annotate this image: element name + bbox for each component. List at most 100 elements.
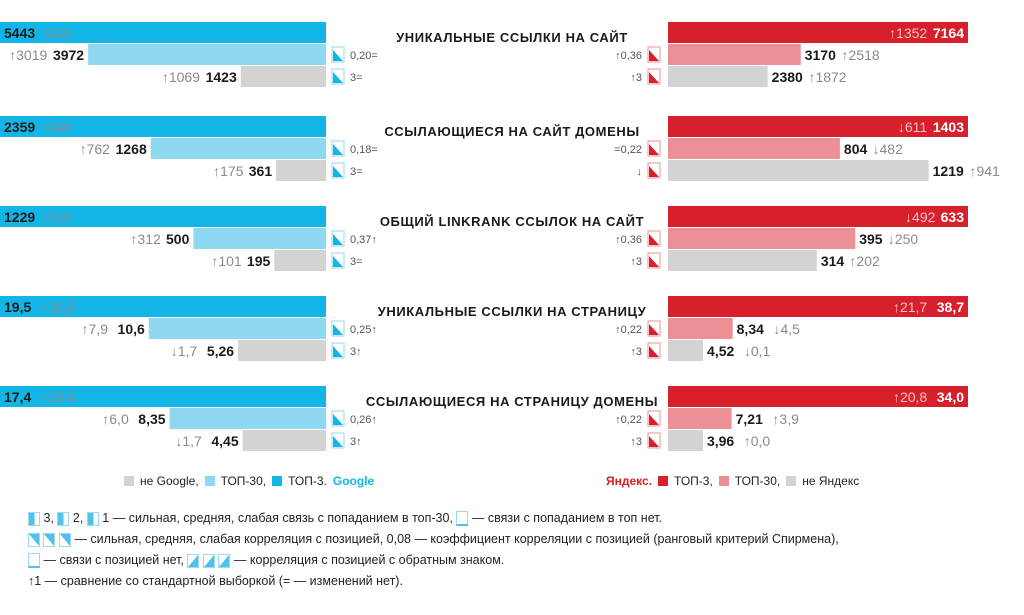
google-bar-2-0 [0, 206, 326, 227]
reverse-corr-icon-3 [218, 553, 231, 568]
google-bar-3-2 [238, 340, 326, 361]
yandex-delta-0-0: ↑1352 [889, 25, 927, 41]
yandex-bar-4-0 [668, 386, 968, 407]
medium-link-icon [57, 511, 70, 526]
yandex-corr-mark-3-1 [649, 324, 659, 335]
yandex-bar-0-2 [668, 66, 768, 87]
yandex-value-4-0: 34,0 [937, 389, 964, 405]
google-value-4-1: 8,35 [138, 411, 165, 427]
google-top3-swatch [272, 476, 283, 486]
yandex-bar-1-2 [668, 160, 929, 181]
yandex-bar-0-0 [668, 22, 968, 43]
google-corr-1-2: 3= [350, 166, 363, 178]
google-brand-label: Google [332, 474, 375, 488]
yandex-delta-2-0: ↓492 [905, 209, 936, 225]
yandex-bar-4-2 [668, 430, 703, 451]
yandex-corr-2-1: ↑0,36 [615, 234, 642, 246]
google-bar-1-1 [150, 138, 326, 159]
google-bar-0-0 [0, 22, 326, 43]
yandex-delta-2-2: ↑202 [849, 253, 880, 269]
legend-google-top3: ТОП-3. [288, 474, 327, 488]
google-value-1-2: 361 [249, 163, 273, 179]
yandex-delta-1-2: ↑941 [969, 163, 1000, 179]
yandex-delta-0-1: ↑2518 [842, 47, 880, 63]
strong-corr-icon [28, 532, 40, 547]
google-legend: не Google, ТОП-30, ТОП-3. Google [124, 474, 374, 488]
google-value-2-1: 500 [166, 231, 190, 247]
yandex-corr-1-2: ↓ [637, 166, 643, 178]
note-line-2: — сильная, средняя, слабая корреляция с … [28, 529, 1018, 550]
yandex-corr-mark-0-2 [649, 72, 659, 83]
google-corr-3-2: 3↑ [350, 346, 362, 358]
google-delta-0-0: ↑623 [41, 25, 72, 41]
yandex-bar-2-1 [668, 228, 856, 249]
yandex-delta-3-0: ↑21,7 [893, 299, 927, 315]
google-corr-mark-0-1 [333, 50, 343, 61]
group-title-4: ССЫЛАЮЩИЕСЯ НА СТРАНИЦУ ДОМЕНЫ [366, 394, 658, 409]
google-corr-0-1: 0,20= [350, 50, 378, 62]
yandex-corr-mark-3-2 [649, 346, 659, 357]
yandex-value-4-1: 7,21 [736, 411, 763, 427]
yandex-corr-mark-1-1 [649, 144, 659, 155]
strong-link-icon [28, 511, 40, 526]
google-corr-mark-3-1 [333, 324, 343, 335]
google-corr-mark-1-2 [333, 166, 343, 177]
note-1b: 2, [72, 511, 84, 525]
google-top30-swatch [204, 476, 215, 486]
yandex-value-1-2: 1219 [933, 163, 964, 179]
yandex-value-0-2: 2380 [772, 69, 803, 85]
yandex-corr-mark-1-2 [649, 166, 659, 177]
google-bar-0-1 [88, 44, 327, 65]
google-value-4-0: 17,4 [4, 389, 31, 405]
yandex-bar-2-0 [668, 206, 968, 227]
google-bar-1-0 [0, 116, 326, 137]
google-delta-3-1: ↑7,9 [82, 321, 109, 337]
yandex-value-2-2: 314 [821, 253, 845, 269]
google-delta-0-1: ↑3019 [9, 47, 47, 63]
yandex-delta-3-2: ↓0,1 [744, 343, 771, 359]
yandex-corr-4-1: ↑0,22 [615, 414, 642, 426]
google-delta-1-0: ↑340 [41, 119, 72, 135]
note-1c: 1 — сильная, средняя, слабая связь с поп… [102, 511, 453, 525]
note-1d: — связи с попаданием в топ нет. [471, 511, 663, 525]
google-value-1-1: 1268 [116, 141, 147, 157]
google-bar-0-2 [240, 66, 326, 87]
yandex-bar-4-1 [668, 408, 732, 429]
yandex-value-1-0: 1403 [933, 119, 964, 135]
yandex-bar-3-1 [668, 318, 733, 339]
google-bar-3-1 [148, 318, 326, 339]
yandex-corr-0-2: ↑3 [630, 72, 642, 84]
legend-yandex-top30: ТОП-30, [734, 474, 781, 488]
yandex-corr-0-1: ↑0,36 [615, 50, 642, 62]
weak-corr-icon [58, 532, 71, 547]
yandex-bar-1-1 [668, 138, 840, 159]
group-title-3: УНИКАЛЬНЫЕ ССЫЛКИ НА СТРАНИЦУ [378, 304, 647, 319]
yandex-corr-mark-0-1 [649, 50, 659, 61]
google-corr-mark-4-1 [333, 414, 343, 425]
yandex-top3-swatch [658, 476, 669, 486]
no-corr-icon [28, 553, 40, 569]
google-bar-4-2 [242, 430, 326, 451]
google-delta-4-2: ↓1,7 [175, 433, 202, 449]
google-value-2-0: 1229 [4, 209, 35, 225]
yandex-bar-3-2 [668, 340, 704, 361]
google-delta-1-2: ↑175 [213, 163, 244, 179]
google-delta-2-2: ↑101 [211, 253, 242, 269]
google-delta-0-2: ↑1069 [162, 69, 200, 85]
google-bar-2-2 [274, 250, 326, 271]
yandex-delta-0-2: ↑1872 [808, 69, 846, 85]
google-value-3-0: 19,5 [4, 299, 31, 315]
yandex-corr-mark-2-1 [649, 234, 659, 245]
yandex-value-0-0: 7164 [933, 25, 964, 41]
weak-link-icon [86, 511, 99, 526]
google-value-0-1: 3972 [53, 47, 84, 63]
medium-corr-icon [43, 532, 56, 547]
google-delta-1-1: ↑762 [80, 141, 111, 157]
google-corr-0-2: 3= [350, 72, 363, 84]
yandex-bar-1-0 [668, 116, 968, 137]
yandex-legend: Яндекс. ТОП-3, ТОП-30, не Яндекс [606, 474, 859, 488]
note-line-1: 3, 2, 1 — сильная, средняя, слабая связь… [28, 508, 1018, 529]
legend-google-top30: ТОП-30, [220, 474, 267, 488]
reverse-corr-icon-1 [187, 553, 200, 568]
